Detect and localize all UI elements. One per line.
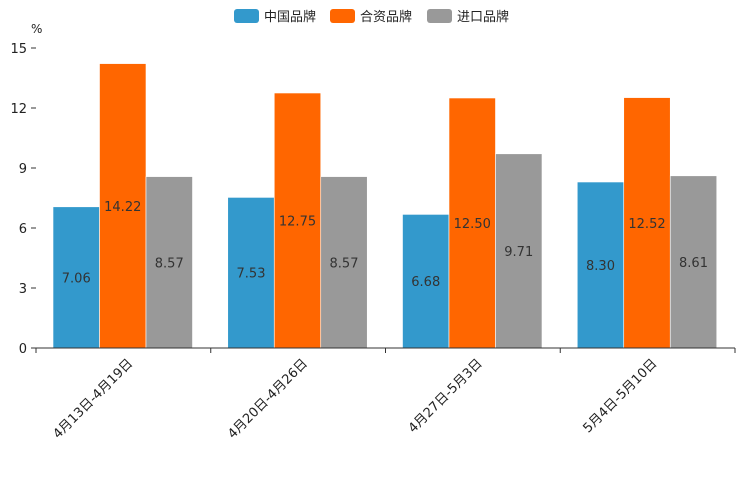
legend-label-3[interactable]: 进口品牌	[457, 9, 509, 25]
bar-1-4[interactable]	[576, 181, 625, 349]
y-axis-unit-label: %	[31, 22, 42, 36]
bar-2-2[interactable]	[273, 92, 322, 349]
y-axis: 0 3 6 9 12 15	[10, 42, 36, 357]
x-tick-label: 4月13日-4月19日	[50, 356, 136, 442]
data-label-1-2: 7.53	[237, 267, 266, 282]
data-label-1-1: 7.06	[62, 271, 91, 286]
legend: 中国品牌 合资品牌 进口品牌	[234, 9, 509, 25]
legend-label-1[interactable]: 中国品牌	[264, 9, 316, 25]
x-tick-label: 4月27日-5月3日	[406, 356, 486, 436]
x-tick-label: 5月4日-5月10日	[581, 356, 661, 436]
x-tick-label: 4月20日-4月26日	[225, 356, 311, 442]
legend-swatch-2[interactable]	[330, 9, 355, 23]
legend-swatch-3[interactable]	[427, 9, 452, 23]
y-tick-label: 3	[19, 282, 27, 297]
y-tick-label: 9	[19, 162, 27, 177]
bar-3-1[interactable]	[145, 176, 193, 349]
data-label-2-1: 14.22	[104, 200, 141, 215]
legend-swatch-1[interactable]	[234, 9, 259, 23]
x-axis: 4月13日-4月19日 4月20日-4月26日 4月27日-5月3日 5月4日-5月1…	[35, 347, 736, 442]
data-labels: 7.06 14.22 8.57 7.53 12.75 8.57 6.68 12.50 9.71 8…	[62, 200, 708, 290]
data-label-1-3: 6.68	[411, 275, 440, 290]
bar-1-3[interactable]	[402, 214, 450, 349]
bar-2-3[interactable]	[448, 97, 496, 349]
y-tick-label: 0	[19, 342, 27, 357]
data-label-2-3: 12.50	[454, 217, 491, 232]
bars	[52, 63, 718, 349]
bar-2-4[interactable]	[623, 97, 671, 349]
y-tick-label: 6	[19, 222, 27, 237]
bar-3-4[interactable]	[669, 175, 718, 349]
data-label-2-2: 12.75	[279, 215, 316, 230]
y-tick-label: 15	[10, 42, 27, 57]
data-label-3-4: 8.61	[679, 256, 708, 271]
bar-3-2[interactable]	[320, 176, 368, 349]
data-label-3-2: 8.57	[330, 256, 359, 271]
bar-1-2[interactable]	[227, 197, 275, 349]
legend-label-2[interactable]: 合资品牌	[360, 9, 412, 25]
data-label-3-3: 9.71	[504, 245, 533, 260]
data-label-1-4: 8.30	[586, 259, 615, 274]
y-tick-label: 12	[10, 102, 27, 117]
data-label-2-4: 12.52	[628, 217, 665, 232]
data-label-3-1: 8.57	[155, 256, 184, 271]
